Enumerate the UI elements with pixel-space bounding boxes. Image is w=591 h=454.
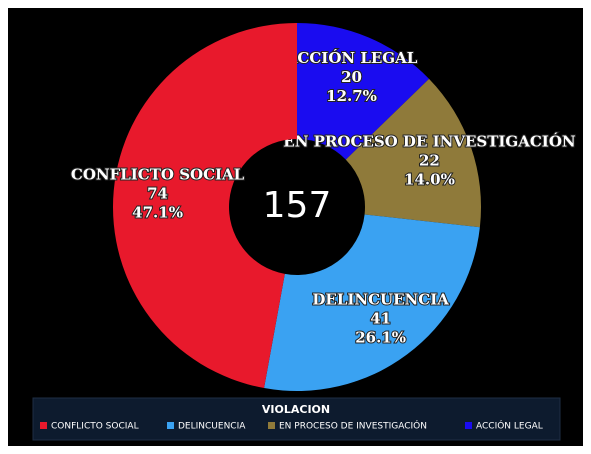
total: 157: [263, 185, 332, 226]
slice-value: 74: [147, 184, 168, 202]
slice-percent: 14.0%: [404, 171, 455, 189]
slice-value: 22: [419, 152, 440, 170]
legend-title: VIOLACION: [262, 403, 330, 416]
slice-percent: 47.1%: [132, 203, 183, 221]
slice-label: CONFLICTO SOCIAL: [71, 165, 245, 183]
legend-box: [32, 397, 561, 441]
legend-swatch: [40, 422, 47, 429]
slice-label: EN PROCESO DE INVESTIGACIÓN: [283, 133, 576, 151]
slice-percent: 26.1%: [355, 328, 406, 346]
legend-label: ACCIÓN LEGAL: [476, 420, 543, 432]
slice: [297, 23, 430, 160]
slice-percent: 12.7%: [326, 87, 377, 105]
legend-label: EN PROCESO DE INVESTIGACIÓN: [279, 420, 427, 432]
legend-swatch: [465, 422, 472, 429]
slice-value: 41: [370, 309, 391, 327]
slice: [112, 23, 297, 389]
slice: [345, 78, 481, 228]
slice-label: DELINCUENCIA: [312, 290, 449, 308]
slice-label: ACCIÓN LEGAL: [285, 49, 418, 67]
legend-label: CONFLICTO SOCIAL: [51, 422, 139, 432]
slice-value: 20: [341, 68, 362, 86]
slice: [264, 214, 480, 391]
legend-label: DELINCUENCIA: [178, 422, 246, 432]
legend-swatch: [268, 422, 275, 429]
legend-swatch: [167, 422, 174, 429]
